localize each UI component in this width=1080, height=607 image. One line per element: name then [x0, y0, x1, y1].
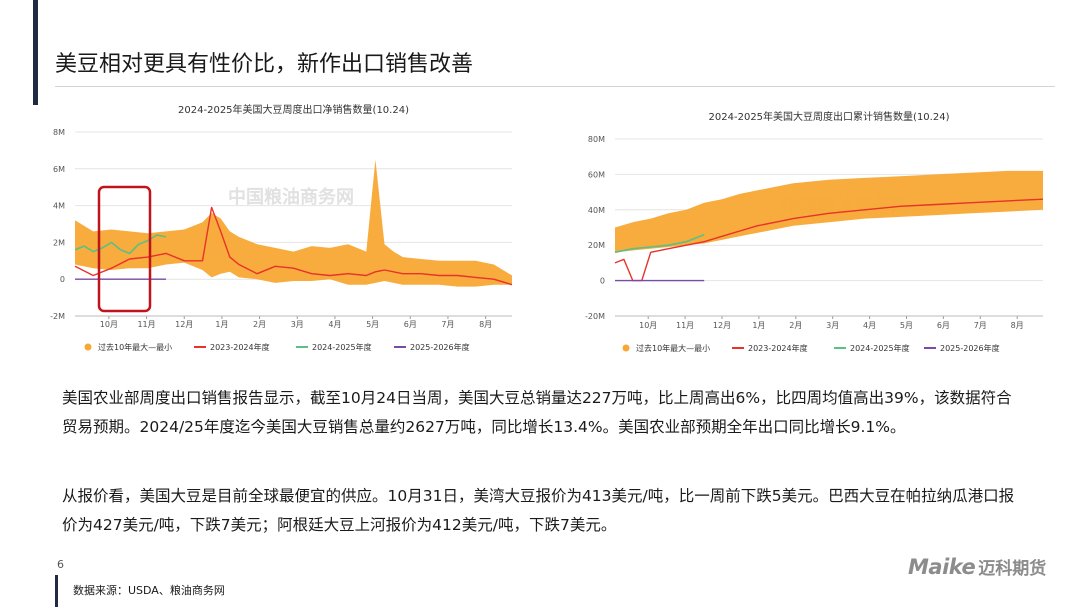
- data-source: 数据来源：USDA、粮油商务网: [73, 584, 225, 597]
- legend-label: 2024-2025年度: [312, 342, 372, 352]
- x-tick-label: 6月: [937, 321, 950, 330]
- x-tick-label: 3月: [826, 321, 839, 330]
- logo-en: Maike: [908, 555, 976, 579]
- chart-title: 2024-2025年美国大豆周度出口净销售数量(10.24): [178, 103, 409, 116]
- x-tick-label: 11月: [137, 320, 155, 329]
- y-tick-label: 60M: [588, 170, 605, 179]
- x-tick-label: 1月: [215, 320, 228, 329]
- watermark-text: 中国粮油商务网: [228, 186, 354, 208]
- page-number: 6: [57, 558, 64, 571]
- left-accent-bar: [33, 0, 38, 105]
- y-tick-label: 40M: [588, 206, 605, 215]
- y-tick-label: 8M: [53, 128, 65, 137]
- company-logo: Maike 迈科期货: [908, 554, 1046, 579]
- y-tick-label: 20M: [588, 241, 605, 250]
- x-tick-label: 2月: [789, 321, 802, 330]
- legend-label: 2023-2024年度: [210, 342, 270, 352]
- legend-swatch: [84, 343, 92, 351]
- x-tick-label: 5月: [366, 320, 379, 329]
- x-tick-label: 5月: [900, 321, 913, 330]
- title-divider: [55, 86, 1055, 87]
- legend-label: 2023-2024年度: [748, 343, 808, 353]
- band-area: [615, 170, 1043, 253]
- y-tick-label: 2M: [53, 238, 65, 247]
- x-tick-label: 10月: [639, 321, 657, 330]
- y-tick-label: -2M: [50, 312, 65, 321]
- highlight-box: [97, 185, 152, 313]
- y-tick-label: 6M: [53, 165, 65, 174]
- x-tick-label: 3月: [291, 320, 304, 329]
- band-area: [75, 159, 512, 287]
- paragraph-price-quote: 从报价看，美国大豆是目前全球最便宜的供应。10月31日，美湾大豆报价为413美元…: [62, 487, 1015, 534]
- x-tick-label: 12月: [175, 320, 193, 329]
- legend-label: 2024-2025年度: [850, 343, 910, 353]
- x-tick-label: 2月: [253, 320, 266, 329]
- logo-cn: 迈科期货: [978, 559, 1047, 579]
- paragraph-export-report: 美国农业部周度出口销售报告显示，截至10月24日当周，美国大豆总销量达227万吨…: [62, 389, 1012, 436]
- x-tick-label: 8月: [1011, 321, 1024, 330]
- legend-swatch: [622, 344, 630, 352]
- y-tick-label: 80M: [588, 135, 605, 144]
- x-tick-label: 12月: [713, 321, 731, 330]
- x-tick-label: 1月: [752, 321, 765, 330]
- x-tick-label: 10月: [100, 320, 118, 329]
- y-tick-label: 0: [600, 277, 605, 286]
- x-tick-label: 7月: [441, 320, 454, 329]
- legend-label: 过去10年最大—最小: [98, 342, 172, 352]
- x-tick-label: 6月: [404, 320, 417, 329]
- chart-title: 2024-2025年美国大豆周度出口累计销售数量(10.24): [709, 110, 950, 123]
- series-line: [74, 206, 513, 286]
- x-tick-label: 4月: [863, 321, 876, 330]
- legend-label: 2025-2026年度: [410, 342, 470, 352]
- x-tick-label: 7月: [974, 321, 987, 330]
- x-tick-label: 11月: [676, 321, 694, 330]
- series-line: [614, 233, 705, 254]
- footer-accent-bar: [55, 575, 58, 607]
- y-tick-label: -20M: [585, 312, 605, 321]
- page-title: 美豆相对更具有性价比，新作出口销售改善: [55, 52, 474, 77]
- series-line: [614, 198, 1044, 282]
- y-tick-label: 0: [60, 275, 65, 284]
- legend-label: 过去10年最大—最小: [636, 343, 710, 353]
- legend-label: 2025-2026年度: [940, 343, 1000, 353]
- y-tick-label: 4M: [53, 202, 65, 211]
- x-tick-label: 8月: [479, 320, 492, 329]
- x-tick-label: 4月: [328, 320, 341, 329]
